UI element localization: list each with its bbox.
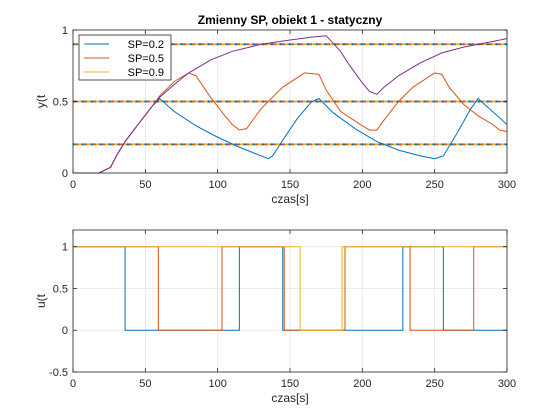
legend-entry: SP=0.2 [128, 39, 164, 51]
series-line-output [73, 35, 507, 174]
y-tick-label: 1 [62, 25, 68, 37]
y-tick-label: 0 [62, 325, 68, 337]
legend-entry: SP=0.9 [128, 67, 164, 79]
y-axis-label: y(t [34, 94, 48, 108]
chart-title: Zmienny SP, obiekt 1 - statyczny [198, 13, 383, 27]
x-tick-label: 200 [353, 378, 371, 390]
x-tick-label: 300 [498, 378, 516, 390]
y-tick-label: 1 [62, 242, 68, 254]
y-tick-label: 0.5 [53, 283, 68, 295]
x-tick-label: 150 [281, 179, 299, 191]
top-axes-y-of-t: 0 50 100 150 200 250 300 0 0.5 1 czas[s] y(t Zmienny… [34, 13, 516, 206]
x-tick-label: 200 [353, 179, 371, 191]
y-tick-label: -0.5 [49, 367, 68, 379]
x-tick-label: 50 [139, 179, 151, 191]
y-tick-label: 0 [62, 168, 68, 180]
x-axis-label: czas[s] [271, 391, 308, 405]
x-axis-label: czas[s] [271, 192, 308, 206]
y-axis-label: u(t [34, 293, 48, 308]
legend: SP=0.2 SP=0.5 SP=0.9 [78, 34, 172, 81]
x-tick-label: 50 [139, 378, 151, 390]
x-tick-label: 100 [208, 179, 226, 191]
y-tick-label: 0.5 [53, 97, 68, 109]
x-tick-label: 250 [425, 179, 443, 191]
legend-entry: SP=0.5 [128, 53, 164, 65]
x-tick-label: 150 [281, 378, 299, 390]
x-tick-label: 0 [70, 179, 76, 191]
x-tick-label: 300 [498, 179, 516, 191]
x-tick-label: 100 [208, 378, 226, 390]
x-tick-label: 250 [425, 378, 443, 390]
x-tick-label: 0 [70, 378, 76, 390]
